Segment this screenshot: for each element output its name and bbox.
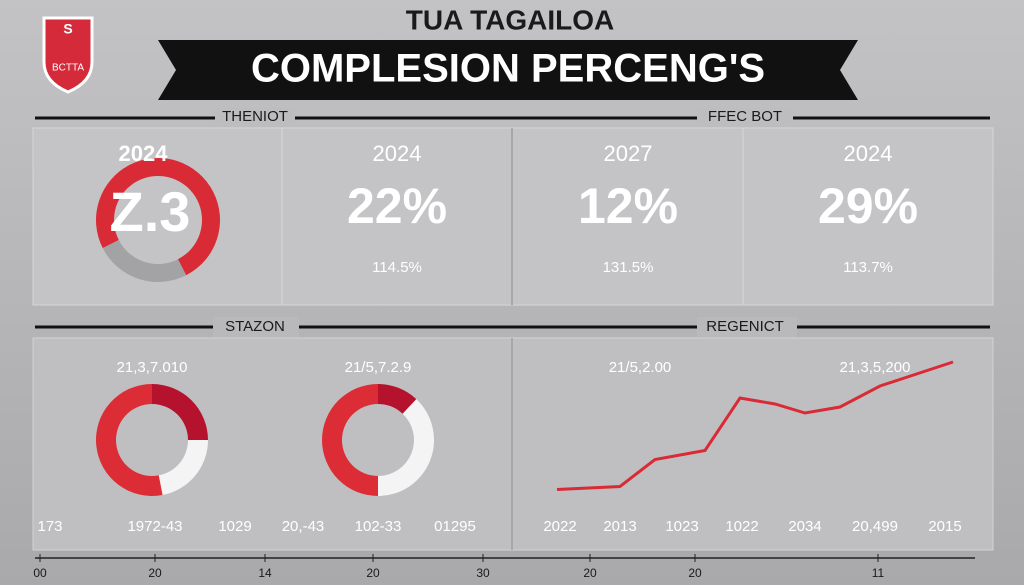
label-bg	[697, 317, 797, 337]
bottom-label: 1022	[725, 518, 758, 535]
section-label: REGENICT	[706, 318, 784, 335]
donut-segment	[96, 384, 163, 496]
card-big: 29%	[818, 178, 918, 234]
card-big: 12%	[578, 178, 678, 234]
axis-label: 20	[583, 566, 597, 580]
donut-segment	[96, 158, 220, 276]
axis-label: 00	[33, 566, 47, 580]
card-year: 2024	[844, 141, 893, 166]
bottom-label: 173	[37, 518, 62, 535]
donut-segment	[102, 239, 187, 282]
bottom-label: 01295	[434, 518, 476, 535]
bottom-label: 2015	[928, 518, 961, 535]
label-bg	[213, 317, 299, 337]
logo-shield	[42, 16, 94, 94]
trend-line	[556, 360, 954, 491]
banner-text: COMPLESION PERCENG'S	[251, 47, 765, 91]
card-small: 113.7%	[843, 259, 893, 276]
donut-label: 21/5,7.2.9	[345, 359, 412, 376]
title: TUA TAGAILOA	[406, 4, 614, 35]
bottom-label: 20,499	[852, 518, 898, 535]
donut-segment	[158, 440, 208, 496]
card-big: Z.3	[110, 180, 191, 243]
banner	[158, 40, 858, 100]
donut-segment	[152, 384, 208, 440]
bottom-label: 2034	[788, 518, 821, 535]
axis-label: 20	[366, 566, 380, 580]
donut-segment	[378, 399, 435, 496]
card-year: 2027	[604, 141, 653, 166]
axis-label: 20	[148, 566, 162, 580]
axis-label: 14	[258, 566, 272, 580]
section-label: STAZON	[225, 318, 285, 335]
bottom-label: 1029	[218, 518, 251, 535]
logo-top: S	[63, 21, 72, 37]
bottom-label: 20,-43	[282, 518, 325, 535]
logo-bottom: BCTTA	[52, 63, 84, 74]
donut-segment	[321, 384, 378, 496]
section-label: THENIOT	[222, 108, 288, 125]
card-small: 114.5%	[372, 259, 422, 276]
bottom-label: 1972-43	[127, 518, 182, 535]
axis-label: 11	[872, 566, 885, 580]
donut-label: 21,3,7.010	[117, 359, 188, 376]
bottom-label: 2022	[543, 518, 576, 535]
section-label: FFEC BOT	[708, 108, 782, 125]
donut-segment	[378, 384, 417, 414]
label-bg	[697, 108, 793, 128]
card-big: 22%	[347, 178, 447, 234]
axis-label: 30	[476, 566, 490, 580]
line-label: 21/5,2.00	[609, 359, 672, 376]
bottom-label: 2013	[603, 518, 636, 535]
axis-label: 20	[688, 566, 702, 580]
bottom-label: 1023	[665, 518, 698, 535]
label-bg	[215, 108, 295, 128]
bottom-label: 102-33	[355, 518, 402, 535]
line-label: 21,3,5,200	[840, 359, 911, 376]
card-small: 131.5%	[603, 259, 654, 276]
card-year: 2024	[373, 141, 422, 166]
card-year: 2024	[119, 141, 169, 166]
